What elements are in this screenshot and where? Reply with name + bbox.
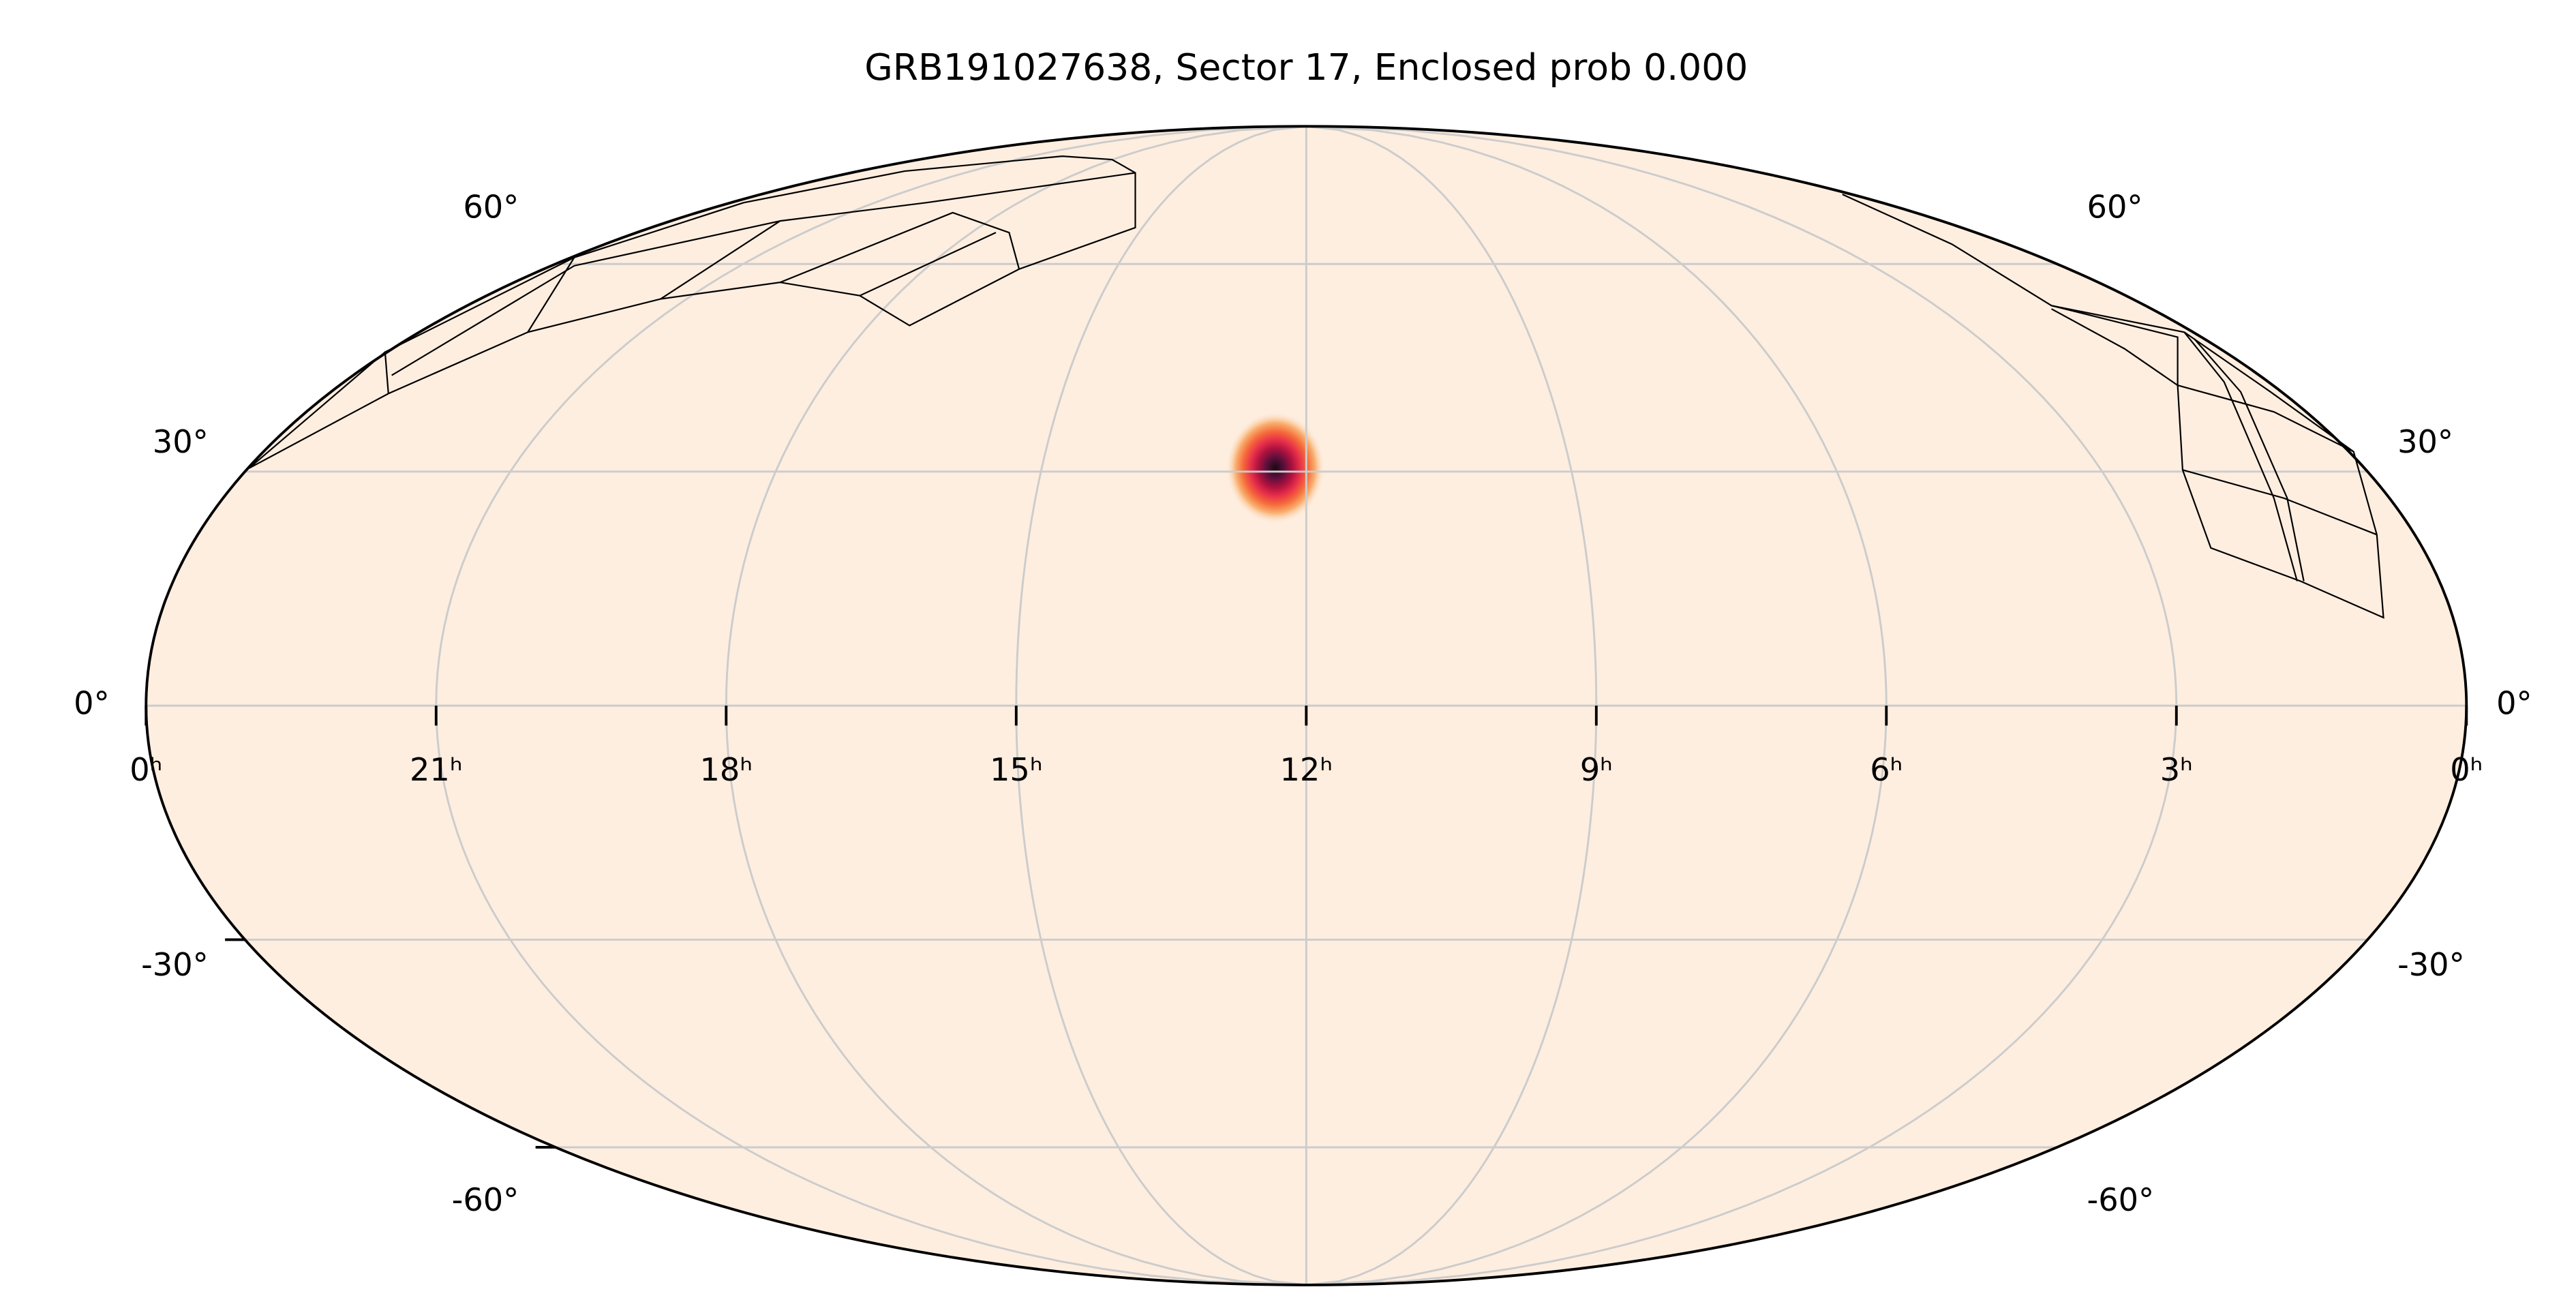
y-tick-label: -60° (452, 1181, 519, 1218)
sector-footprints (248, 155, 2384, 619)
footprint-edge (2051, 305, 2378, 581)
x-tick-label: 3ʰ (2160, 751, 2193, 788)
axes: 0ʰ 21ʰ 18ʰ 15ʰ 12ʰ 9ʰ 6ʰ 3ʰ 0ʰ-60° -60°-30° -30°0°… (74, 125, 2532, 1286)
y-tick-label: -30° (2397, 946, 2465, 983)
x-tick-label: 15ʰ (990, 751, 1043, 788)
y-tick-label: 60° (2087, 188, 2143, 225)
x-tick-label: 6ʰ (1870, 751, 1903, 788)
y-tick-label: 30° (2397, 423, 2453, 460)
y-tick-label: 60° (463, 188, 519, 225)
x-tick-label: 9ʰ (1580, 751, 1613, 788)
map-boundary (145, 125, 2468, 1286)
footprint-edge (384, 172, 1136, 394)
x-tick-label: 12ʰ (1280, 751, 1333, 788)
x-tick-label: 18ʰ (699, 751, 753, 788)
chart-title: GRB191027638, Sector 17, Enclosed prob 0… (864, 46, 1748, 89)
footprint (248, 155, 1136, 469)
x-tick-label: 21ʰ (410, 751, 463, 788)
footprint (1842, 194, 2384, 619)
y-tick-label: -30° (141, 946, 209, 983)
y-tick-label: 30° (153, 423, 209, 460)
probability-peak (1225, 411, 1326, 525)
y-tick-label: 0° (2496, 685, 2532, 722)
y-tick-label: 0° (74, 685, 110, 722)
y-tick-label: -60° (2087, 1181, 2155, 1218)
